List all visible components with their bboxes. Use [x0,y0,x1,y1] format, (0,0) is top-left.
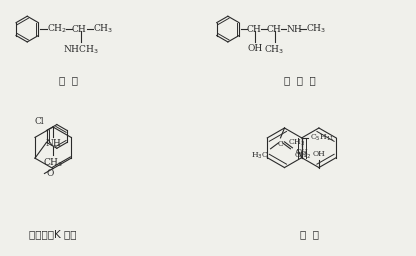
Text: H$_3$C: H$_3$C [251,151,269,161]
Text: C: C [277,140,283,148]
Text: 冰  毒: 冰 毒 [59,76,79,86]
Text: 摇  头  丸: 摇 头 丸 [284,76,315,86]
Text: CH$_3$: CH$_3$ [288,137,305,148]
Text: CH$_3$: CH$_3$ [43,157,63,169]
Text: NH: NH [287,25,302,34]
Text: O: O [47,169,54,178]
Text: CH$_2$: CH$_2$ [47,23,67,35]
Text: OH: OH [295,148,308,156]
Text: NH: NH [45,139,61,148]
Text: CH$_3$: CH$_3$ [93,23,113,35]
Text: CH: CH [72,25,87,34]
Text: CH$_3$: CH$_3$ [265,44,285,56]
Text: NHCH$_3$: NHCH$_3$ [63,44,99,56]
Text: Cl: Cl [35,116,45,125]
Text: 大  麻: 大 麻 [300,229,319,239]
Text: OH: OH [247,44,262,53]
Text: CH: CH [267,25,281,34]
Text: CH$_2$: CH$_2$ [295,151,312,161]
Text: OH: OH [312,150,325,158]
Text: 氯胺酮（K 粉）: 氯胺酮（K 粉） [29,229,77,239]
Text: C$_5$H$_{11}$: C$_5$H$_{11}$ [310,133,334,143]
Text: CH$_3$: CH$_3$ [306,23,327,35]
Text: CH: CH [247,25,262,34]
